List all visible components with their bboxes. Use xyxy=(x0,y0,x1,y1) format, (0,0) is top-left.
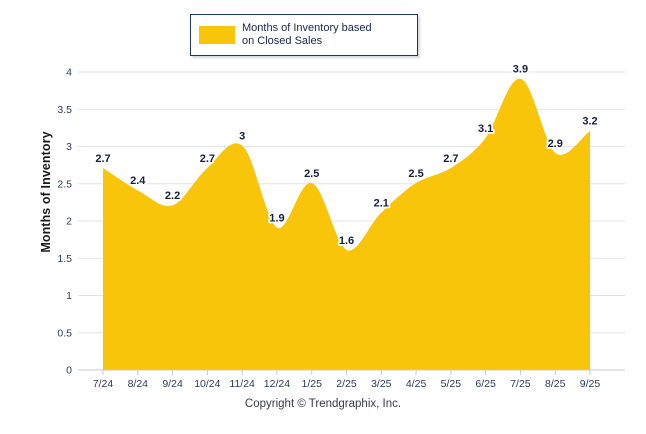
x-tick-label: 9/25 xyxy=(580,378,601,390)
data-label-halo: 3 xyxy=(239,131,245,143)
y-tick-label: 2.5 xyxy=(57,178,72,190)
x-tick-label: 12/24 xyxy=(264,378,290,390)
x-tick-label: 7/25 xyxy=(510,378,531,390)
data-label-halo: 2.7 xyxy=(443,153,458,165)
data-label: 3.1 xyxy=(478,123,493,135)
data-label-halo: 3.1 xyxy=(478,123,493,135)
y-tick-label: 0 xyxy=(66,365,72,377)
data-label-halo: 2.5 xyxy=(408,168,423,180)
x-tick-label: 8/25 xyxy=(545,378,566,390)
x-tick-label: 8/24 xyxy=(128,378,149,390)
y-tick-label: 3.5 xyxy=(57,104,72,116)
chart-legend[interactable]: Months of Inventory based on Closed Sale… xyxy=(190,14,418,56)
y-tick-label: 3 xyxy=(66,141,72,153)
data-label-halo: 2.9 xyxy=(548,138,563,150)
x-tick-label: 10/24 xyxy=(194,378,220,390)
data-label: 2.5 xyxy=(408,168,423,180)
data-label-halo: 1.9 xyxy=(269,212,284,224)
data-label: 3.9 xyxy=(513,63,528,75)
data-label: 2.4 xyxy=(130,175,146,187)
x-tick-label: 3/25 xyxy=(371,378,392,390)
y-tick-label: 0.5 xyxy=(57,327,72,339)
area-fill xyxy=(103,79,590,370)
area-series-months-of-inventory xyxy=(102,78,591,370)
y-axis-title: Months of Inventory xyxy=(39,131,53,253)
data-label: 2.9 xyxy=(548,138,563,150)
data-label-halo: 2.5 xyxy=(304,168,319,180)
data-label-halo: 3.2 xyxy=(582,116,597,128)
copyright-footer: Copyright © Trendgraphix, Inc. xyxy=(244,398,402,410)
data-label: 2.2 xyxy=(165,190,180,202)
y-tick-label: 2 xyxy=(66,216,72,228)
x-tick-label: 2/25 xyxy=(336,378,357,390)
data-label: 2.5 xyxy=(304,168,319,180)
x-tick-label: 5/25 xyxy=(441,378,462,390)
y-axis-tick-labels: 0 0.5 1 1.5 2 2.5 3 3.5 4 xyxy=(57,67,72,377)
y-tick-label: 1.5 xyxy=(57,253,72,265)
data-label: 3.2 xyxy=(582,116,597,128)
data-label-halo: 2.7 xyxy=(200,153,215,165)
x-tick-label: 6/25 xyxy=(475,378,496,390)
chart-plot-area: 0 0.5 1 1.5 2 2.5 3 3.5 4 7/24 8/24 9/24 10/24 11/24… xyxy=(57,62,625,390)
x-axis-tick-labels: 7/24 8/24 9/24 10/24 11/24 12/24 1/25 2/25 3/25 4… xyxy=(93,378,601,390)
legend-label: Months of Inventory based on Closed Sale… xyxy=(242,22,372,47)
data-label: 2.7 xyxy=(200,153,215,165)
data-label: 2.1 xyxy=(374,198,389,210)
x-axis-group xyxy=(78,369,625,375)
x-tick-label: 7/24 xyxy=(93,378,114,390)
data-label-halo: 1.6 xyxy=(339,235,354,247)
x-tick-label: 4/25 xyxy=(406,378,427,390)
data-label: 1.9 xyxy=(269,212,284,224)
data-label-halo: 2.7 xyxy=(95,153,110,165)
data-label: 2.7 xyxy=(443,153,458,165)
y-tick-label: 4 xyxy=(66,67,72,79)
data-label-halo: 2.2 xyxy=(165,190,180,202)
legend-color-swatch xyxy=(199,26,235,44)
data-label: 2.7 xyxy=(95,153,110,165)
data-label: 1.6 xyxy=(339,235,354,247)
data-point-labels: 2.72.72.42.42.22.22.72.7331.91.92.52.51.… xyxy=(94,62,600,249)
data-label-halo: 2.1 xyxy=(374,198,389,210)
area-outline xyxy=(102,78,591,252)
x-tick-label: 11/24 xyxy=(229,378,255,390)
data-label-halo: 2.4 xyxy=(130,175,146,187)
data-label: 3 xyxy=(239,131,245,143)
y-tick-label: 1 xyxy=(66,290,72,302)
x-tick-label: 9/24 xyxy=(162,378,183,390)
data-label-halo: 3.9 xyxy=(513,63,528,75)
x-tick-label: 1/25 xyxy=(301,378,322,390)
